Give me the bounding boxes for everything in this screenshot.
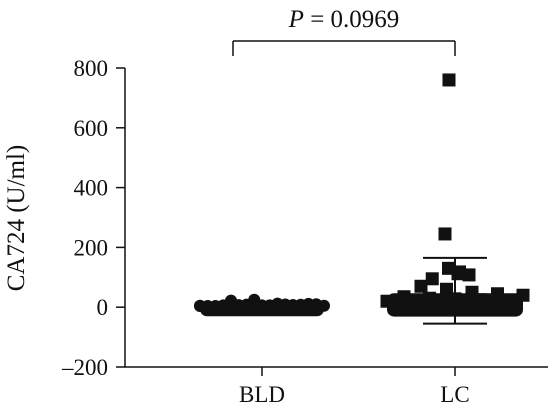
data-point xyxy=(438,227,452,241)
y-tick-label: 0 xyxy=(97,295,109,320)
p-value-annotation: P = 0.0969 xyxy=(288,6,400,33)
data-points xyxy=(194,73,530,317)
point-cluster xyxy=(200,301,324,317)
bracket xyxy=(232,40,456,56)
data-point xyxy=(442,73,456,87)
error-bars xyxy=(248,256,487,325)
x-tick-label: LC xyxy=(440,382,469,407)
y-tick-label: 800 xyxy=(74,56,109,81)
y-tick-label: 400 xyxy=(74,176,109,201)
y-tick-label: 600 xyxy=(74,116,109,141)
y-axis-label: CA724 (U/ml) xyxy=(3,145,30,292)
p-value-text: = 0.0969 xyxy=(304,6,399,33)
x-ticks: BLD LC xyxy=(239,367,470,407)
data-point xyxy=(425,272,439,286)
data-point xyxy=(462,268,476,282)
x-tick-label: BLD xyxy=(239,382,285,407)
y-tick-label: 200 xyxy=(74,235,109,260)
y-tick-label: –200 xyxy=(61,355,108,380)
p-value-symbol: P xyxy=(288,6,304,33)
y-ticks: –200 0 200 400 600 800 xyxy=(61,56,125,380)
data-point xyxy=(414,279,428,293)
